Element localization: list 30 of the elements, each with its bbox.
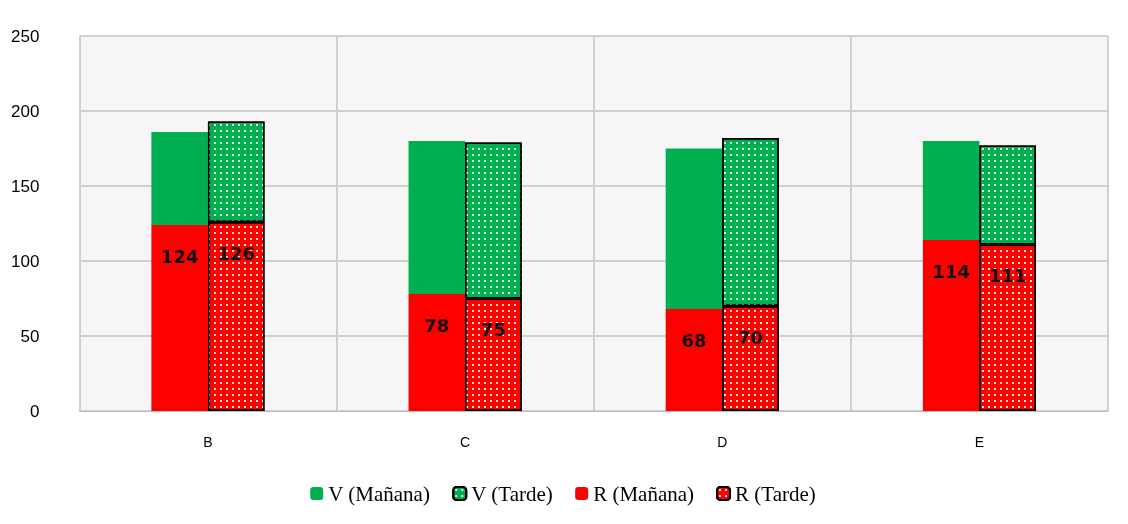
- x-tick-label: C: [460, 434, 471, 450]
- data-label: 75: [480, 319, 506, 340]
- data-label: 78: [424, 314, 450, 336]
- legend-label: R (Mañana): [593, 481, 695, 506]
- bar: [151, 225, 208, 411]
- bar: [665, 309, 723, 411]
- y-tick-label: 200: [10, 101, 40, 121]
- x-tick-label: E: [974, 434, 985, 450]
- data-label: 124: [160, 245, 199, 267]
- x-tick-label: B: [203, 434, 213, 450]
- y-tick-label: 100: [10, 251, 40, 271]
- y-tick-label: 250: [10, 26, 40, 46]
- legend-label: R (Tarde): [735, 481, 816, 506]
- bar: [408, 141, 466, 294]
- bar: [151, 132, 208, 225]
- data-label: 126: [217, 242, 256, 264]
- data-label: 70: [738, 326, 764, 348]
- data-label: 111: [988, 265, 1027, 286]
- bar: [665, 148, 723, 309]
- data-label: 68: [681, 329, 707, 351]
- legend-label: V (Mañana): [328, 481, 430, 506]
- bar: [922, 240, 980, 411]
- y-tick-label: 50: [20, 326, 40, 346]
- bar: [408, 294, 466, 411]
- x-tick-label: D: [717, 434, 728, 450]
- bar: [922, 141, 980, 240]
- legend-label: V (Tarde): [471, 481, 553, 506]
- y-tick-label: 150: [10, 176, 40, 196]
- y-tick-label: 0: [29, 401, 40, 421]
- data-label: 114: [932, 260, 970, 282]
